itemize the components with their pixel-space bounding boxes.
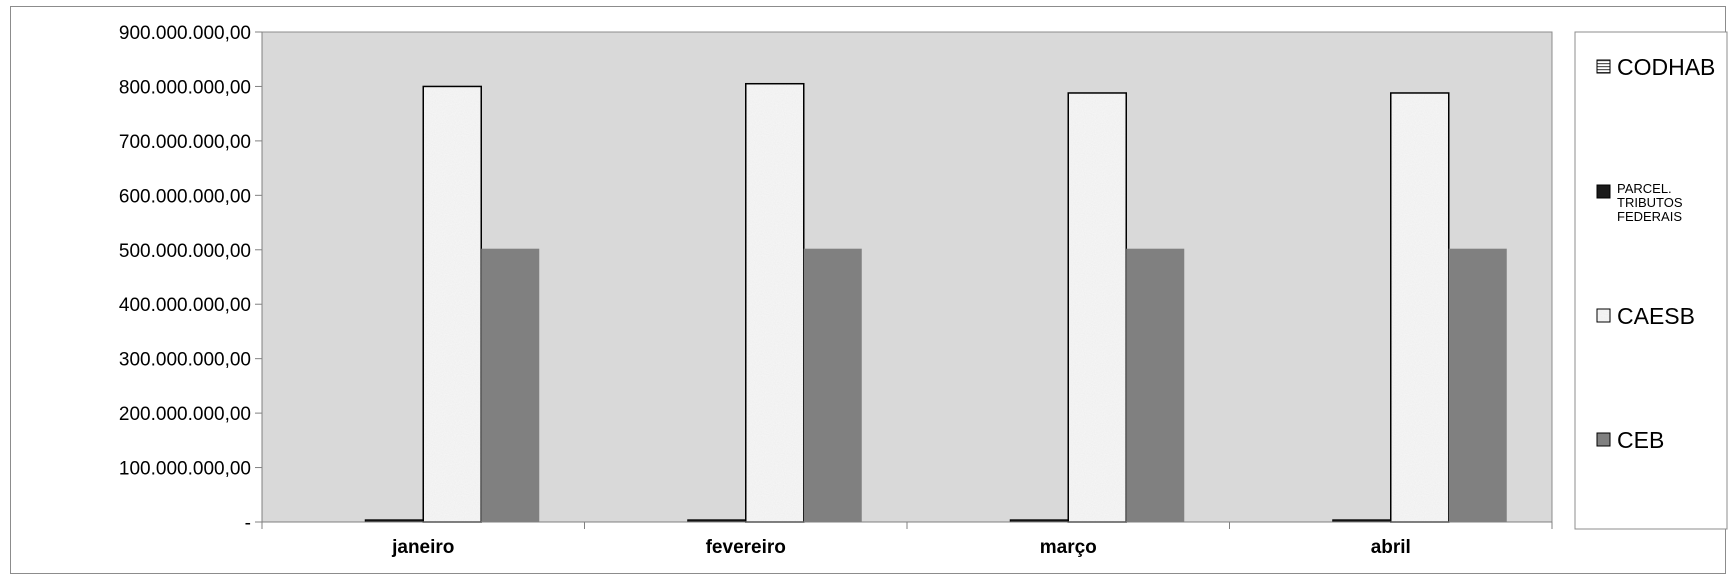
x-category-label: fevereiro <box>706 537 786 558</box>
bar-ceb-fevereiro <box>803 248 862 522</box>
legend-box <box>1574 31 1728 530</box>
legend-swatch <box>1596 432 1611 447</box>
bar-caesb-março <box>1067 92 1127 523</box>
x-category-label: abril <box>1371 537 1411 558</box>
legend-label: CEB <box>1617 427 1664 453</box>
x-category-labels: janeiro fevereiro março abril <box>391 537 1411 558</box>
y-tick-label: - <box>245 513 251 534</box>
legend: CODHAB PARCEL. TRIBUTOS FEDERAIS CAESB CEB <box>1596 54 1715 453</box>
bars-layer <box>364 82 1507 523</box>
x-category-label: março <box>1040 537 1097 558</box>
bar-caesb-abril <box>1390 92 1450 523</box>
y-tick-label: 400.000.000,00 <box>119 295 251 316</box>
y-tick-labels: - 100.000.000,00 200.000.000,00 300.000.000… <box>119 23 251 534</box>
y-tick-label: 500.000.000,00 <box>119 241 251 262</box>
y-tick-label: 200.000.000,00 <box>119 404 251 425</box>
bar-caesb-fevereiro <box>745 82 805 523</box>
y-tick-label: 600.000.000,00 <box>119 186 251 207</box>
legend-swatch <box>1596 184 1611 199</box>
y-tick-label: 800.000.000,00 <box>119 77 251 98</box>
y-tick-label: 300.000.000,00 <box>119 350 251 371</box>
y-tick-label: 700.000.000,00 <box>119 132 251 153</box>
axes-layer <box>255 31 1553 529</box>
legend-label: CODHAB <box>1617 54 1715 80</box>
legend-swatch <box>1596 59 1611 74</box>
x-category-label: janeiro <box>391 537 454 558</box>
legend-swatch <box>1596 308 1611 323</box>
y-tick-label: 100.000.000,00 <box>119 459 251 480</box>
bar-ceb-janeiro <box>481 248 540 522</box>
legend-label: CAESB <box>1617 303 1695 329</box>
bar-ceb-abril <box>1448 248 1507 522</box>
y-tick-label: 900.000.000,00 <box>119 23 251 44</box>
legend-label: PARCEL. TRIBUTOS FEDERAIS <box>1617 181 1683 224</box>
bar-ceb-março <box>1126 248 1185 522</box>
bar-caesb-janeiro <box>422 85 482 523</box>
